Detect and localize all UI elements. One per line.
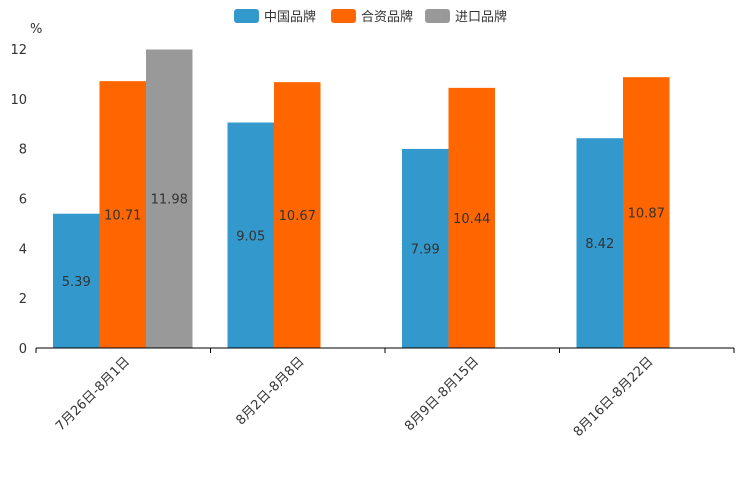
y-unit-label: % (30, 22, 42, 37)
legend-swatch (425, 9, 450, 23)
legend-label: 中国品牌 (264, 9, 316, 25)
y-tick-label: 4 (19, 242, 27, 257)
data-label: 8.42 (585, 237, 614, 252)
data-label: 11.98 (151, 193, 188, 208)
x-category-label: 7月26日-8月1日 (53, 354, 133, 434)
bar (146, 49, 193, 349)
y-tick-label: 12 (10, 43, 27, 58)
x-category-label: 8月9日-8月15日 (402, 354, 482, 434)
bar (576, 138, 623, 348)
y-tick-label: 2 (19, 292, 27, 307)
bar (623, 77, 670, 349)
data-label: 10.71 (104, 209, 141, 224)
legend: 中国品牌 合资品牌 进口品牌 (234, 9, 507, 25)
data-label: 10.44 (453, 212, 490, 227)
data-label: 10.67 (279, 209, 316, 224)
bar (274, 82, 321, 349)
legend-swatch (234, 9, 259, 23)
y-axis: 0 2 4 6 8 10 12 (10, 43, 27, 357)
data-labels: 5.39 9.05 7.99 8.42 10.71 10.67 10.44 10.87 11.9… (62, 193, 665, 290)
bar (53, 213, 100, 348)
legend-item[interactable]: 中国品牌 (234, 9, 316, 25)
legend-item[interactable]: 进口品牌 (425, 9, 507, 25)
data-label: 7.99 (411, 242, 440, 257)
y-tick-label: 10 (10, 93, 27, 108)
data-label: 10.87 (628, 207, 665, 222)
legend-item[interactable]: 合资品牌 (331, 9, 413, 25)
y-tick-label: 8 (19, 143, 27, 158)
x-category-label: 8月2日-8月8日 (233, 354, 307, 428)
legend-label: 进口品牌 (455, 9, 507, 25)
data-label: 5.39 (62, 275, 91, 290)
bar (99, 81, 146, 348)
legend-label: 合资品牌 (361, 9, 413, 25)
data-label: 9.05 (236, 229, 265, 244)
y-tick-label: 0 (19, 342, 27, 357)
x-axis: 7月26日-8月1日 8月2日-8月8日 8月9日-8月15日 8月16日-8月22日 (35, 347, 735, 440)
bars (53, 49, 670, 349)
bar (402, 148, 449, 348)
bar (448, 87, 495, 349)
bar (227, 122, 274, 348)
y-tick-label: 6 (19, 193, 27, 208)
legend-swatch (331, 9, 356, 23)
x-category-label: 8月16日-8月22日 (571, 354, 657, 440)
